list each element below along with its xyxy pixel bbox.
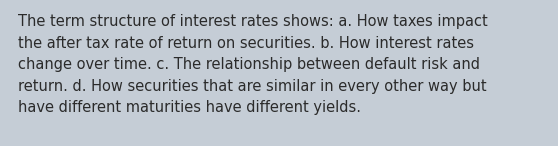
Text: The term structure of interest rates shows: a. How taxes impact
the after tax ra: The term structure of interest rates sho… bbox=[18, 14, 488, 115]
